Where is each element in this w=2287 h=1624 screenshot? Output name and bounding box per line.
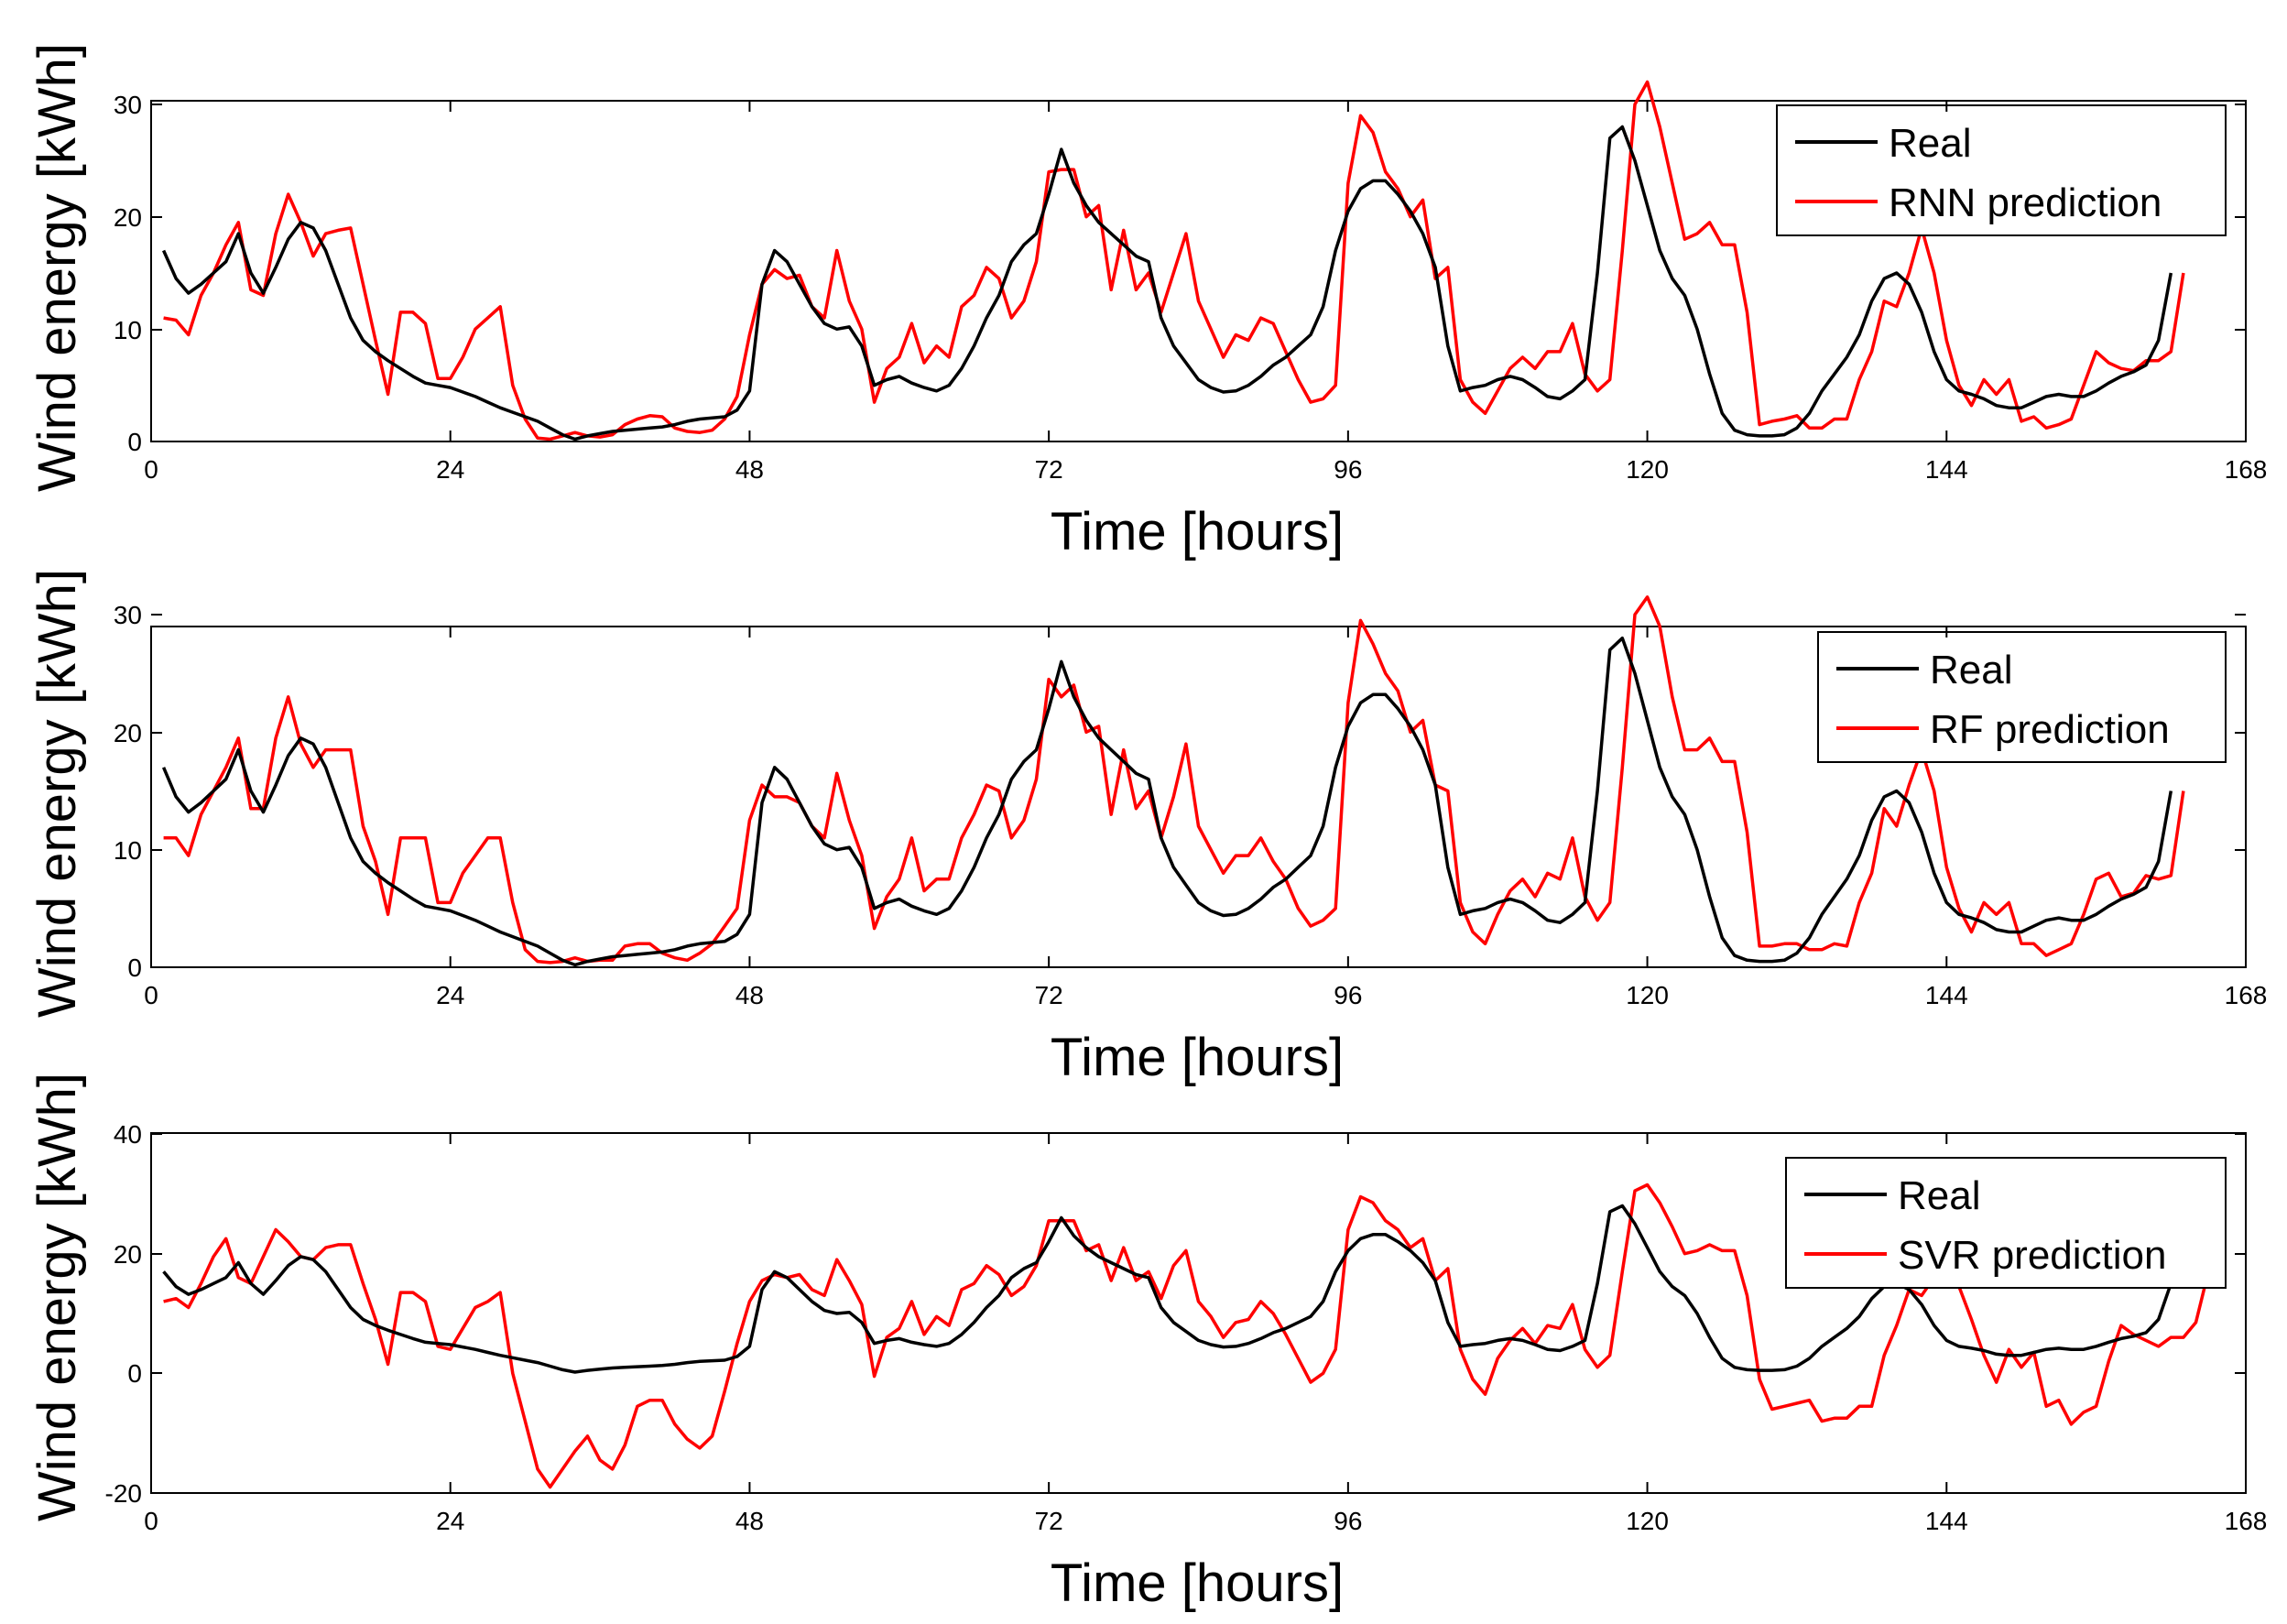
x-tick-label: 24 bbox=[436, 1507, 464, 1535]
series-line-real bbox=[162, 1204, 2173, 1374]
x-tick-label: 72 bbox=[1035, 455, 1063, 484]
chart-panel-rf: Wind energy [kWh] 0 10 20 30 0 24 48 72 … bbox=[27, 569, 2267, 1087]
x-tick-label: 72 bbox=[1035, 981, 1063, 1009]
y-tick-label: 0 bbox=[127, 428, 142, 456]
x-tick-label: 96 bbox=[1334, 455, 1362, 484]
y-tick-labels: 0 10 20 30 bbox=[114, 601, 142, 982]
x-tick-label: 168 bbox=[2225, 981, 2268, 1009]
chart-panel-svr: Wind energy [kWh] -20 0 20 40 0 24 48 72… bbox=[27, 1073, 2267, 1613]
legend: Real RNN prediction bbox=[1776, 104, 2227, 236]
axes-box bbox=[150, 626, 2247, 968]
x-tick-label: 48 bbox=[735, 981, 764, 1009]
x-tick-labels: 0 24 48 72 96 120 144 168 bbox=[144, 981, 2267, 1009]
series-line-prediction bbox=[163, 80, 2185, 441]
y-tick-label: 30 bbox=[114, 91, 142, 119]
legend-box bbox=[1776, 104, 2227, 236]
x-tick-label: 96 bbox=[1334, 981, 1362, 1009]
y-tick-label: 0 bbox=[127, 1359, 142, 1388]
legend-real-label: Real bbox=[1889, 121, 1972, 166]
y-tick-labels: 0 10 20 30 bbox=[114, 91, 142, 456]
legend-pred-label: RNN prediction bbox=[1889, 180, 2162, 225]
x-tick-label: 48 bbox=[735, 455, 764, 484]
y-tick-label: -20 bbox=[105, 1479, 142, 1508]
x-tick-label: 0 bbox=[144, 1507, 158, 1535]
legend: Real SVR prediction bbox=[1785, 1157, 2227, 1289]
y-tick-label: 30 bbox=[114, 601, 142, 629]
x-tick-label: 96 bbox=[1334, 1507, 1362, 1535]
y-axis-label: Wind energy [kWh] bbox=[27, 43, 87, 492]
legend-real-label: Real bbox=[1930, 648, 2013, 692]
x-tick-label: 144 bbox=[1925, 1507, 1968, 1535]
x-tick-label: 72 bbox=[1035, 1507, 1063, 1535]
chart-panel-rnn: Wind energy [kWh] 0 10 20 30 0 24 48 72 … bbox=[27, 43, 2267, 561]
x-axis-label: Time [hours] bbox=[1051, 1028, 1344, 1087]
legend: Real RF prediction bbox=[1817, 631, 2227, 763]
x-tick-label: 0 bbox=[144, 981, 158, 1009]
axes-box bbox=[150, 100, 2247, 442]
x-tick-label: 24 bbox=[436, 455, 464, 484]
x-tick-label: 144 bbox=[1925, 455, 1968, 484]
x-tick-label: 48 bbox=[735, 1507, 764, 1535]
x-tick-label: 168 bbox=[2225, 455, 2268, 484]
series-line-real bbox=[161, 636, 2173, 967]
x-tick-label: 120 bbox=[1626, 1507, 1669, 1535]
series-line-prediction bbox=[163, 595, 2185, 965]
y-tick-label: 20 bbox=[114, 203, 142, 232]
y-tick-labels: -20 0 20 40 bbox=[105, 1120, 142, 1508]
legend-pred-label: SVR prediction bbox=[1898, 1233, 2166, 1278]
y-axis-label: Wind energy [kWh] bbox=[27, 1073, 87, 1521]
y-tick-label: 20 bbox=[114, 1240, 142, 1269]
x-axis-label: Time [hours] bbox=[1051, 502, 1344, 561]
legend-pred-label: RF prediction bbox=[1930, 707, 2170, 752]
x-tick-labels: 0 24 48 72 96 120 144 168 bbox=[144, 455, 2267, 484]
y-tick-label: 10 bbox=[114, 316, 142, 344]
legend-box bbox=[1817, 631, 2227, 763]
y-tick-label: 0 bbox=[127, 954, 142, 982]
x-tick-label: 144 bbox=[1925, 981, 1968, 1009]
series-line-real bbox=[162, 125, 2173, 441]
legend-real-label: Real bbox=[1898, 1173, 1981, 1218]
x-tick-labels: 0 24 48 72 96 120 144 168 bbox=[144, 1507, 2267, 1535]
x-tick-label: 168 bbox=[2225, 1507, 2268, 1535]
legend-box bbox=[1785, 1157, 2227, 1289]
x-tick-label: 120 bbox=[1626, 455, 1669, 484]
x-tick-label: 0 bbox=[144, 455, 158, 484]
series-line-prediction bbox=[163, 1183, 2210, 1489]
y-axis-label: Wind energy [kWh] bbox=[27, 569, 87, 1018]
y-tick-label: 10 bbox=[114, 836, 142, 865]
x-tick-label: 120 bbox=[1626, 981, 1669, 1009]
y-tick-label: 40 bbox=[114, 1120, 142, 1149]
x-tick-label: 24 bbox=[436, 981, 464, 1009]
y-tick-label: 20 bbox=[114, 719, 142, 747]
axes-box bbox=[150, 1132, 2247, 1494]
x-axis-label: Time [hours] bbox=[1051, 1553, 1344, 1613]
